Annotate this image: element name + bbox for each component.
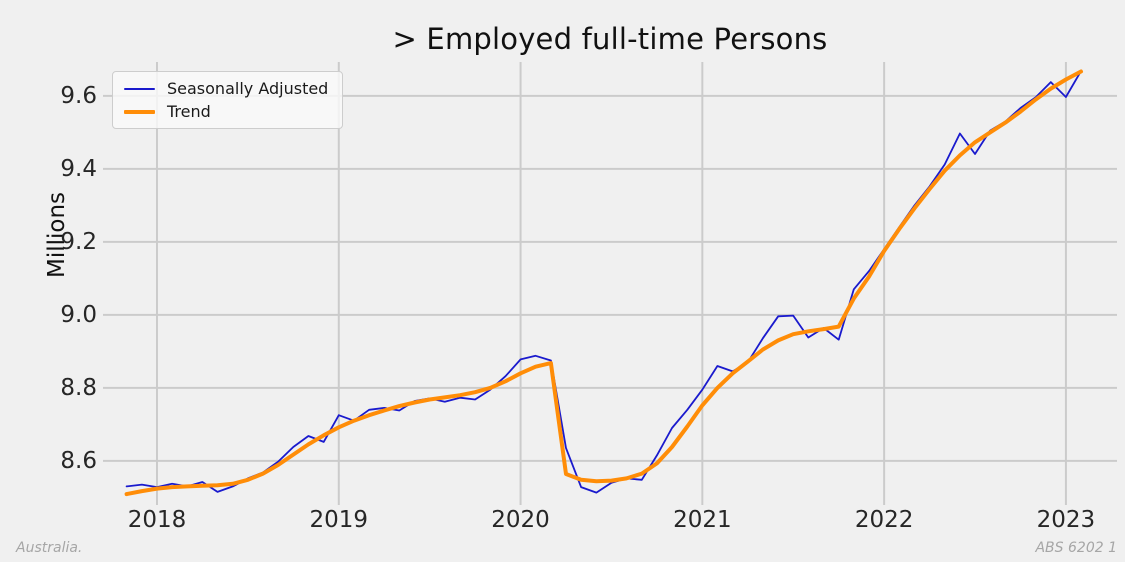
x-tick-label: 2020 xyxy=(491,507,550,533)
x-tick-label: 2018 xyxy=(127,507,187,533)
x-tick-label: 2022 xyxy=(854,507,914,533)
legend-item-trend: Trend xyxy=(124,102,328,121)
x-tick-label: 2019 xyxy=(309,507,369,533)
footnote-reference: ABS 6202 1 xyxy=(1035,540,1117,556)
x-tick-label: 2023 xyxy=(1036,507,1096,533)
legend-label: Seasonally Adjusted xyxy=(167,79,329,98)
y-tick-label: 9.0 xyxy=(60,301,97,328)
line-seasonally-adjusted xyxy=(125,70,1082,494)
footnote-source: Australia. xyxy=(16,540,83,556)
y-tick-label: 9.4 xyxy=(60,155,97,182)
trend-line-swatch xyxy=(124,109,155,114)
y-tick-label: 8.8 xyxy=(60,374,97,401)
legend-label: Trend xyxy=(167,102,211,121)
y-tick-label: 9.2 xyxy=(60,228,97,255)
y-tick-label: 8.6 xyxy=(60,447,97,474)
legend-item-seasonally-adjusted: Seasonally Adjusted xyxy=(124,79,328,98)
legend: Seasonally Adjusted Trend xyxy=(112,71,344,129)
y-tick-label: 9.6 xyxy=(60,82,97,109)
chart-title: > Employed full-time Persons xyxy=(392,22,828,56)
line-trend xyxy=(124,69,1083,497)
seasonally-adjusted-line-swatch xyxy=(124,87,155,90)
x-tick-label: 2021 xyxy=(673,507,732,533)
